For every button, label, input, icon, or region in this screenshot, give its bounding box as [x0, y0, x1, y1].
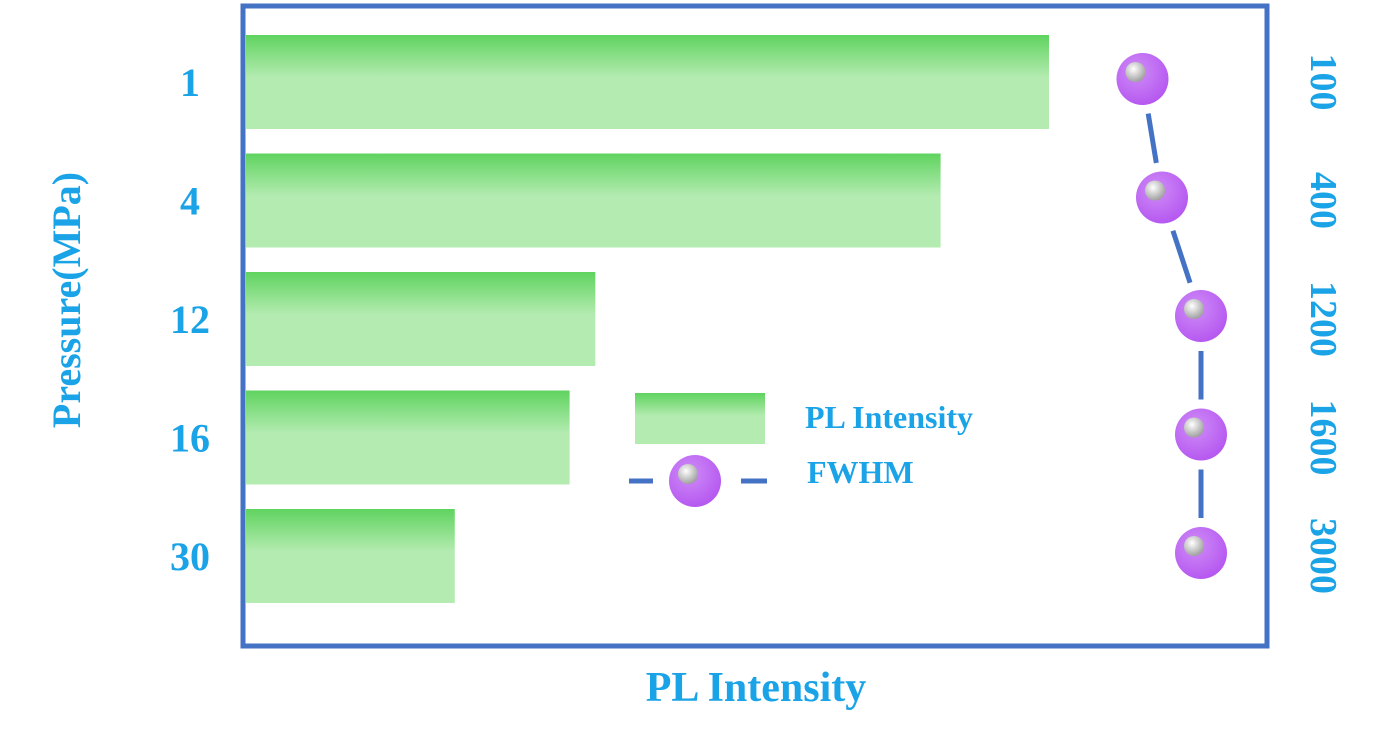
- legend-pl-label: PL Intensity: [805, 399, 973, 435]
- legend: PL Intensity FWHM: [629, 393, 973, 507]
- fwhm-point-pressure-1: [1116, 53, 1169, 105]
- plot-frame: [240, 3, 1270, 649]
- fwhm-line-segment: [1145, 113, 1159, 164]
- x-axis-label: PL Intensity: [646, 665, 867, 711]
- y-axis-label: Pressure(MPa): [44, 172, 89, 428]
- secondary-tick-label-1200: 1200: [1302, 281, 1344, 357]
- fwhm-line-segment: [1170, 229, 1193, 284]
- bar-pressure-16: [246, 390, 570, 485]
- legend-fwhm-marker: [669, 455, 721, 507]
- legend-fwhm-label: FWHM: [807, 454, 914, 490]
- tick-label-pressure-4: 4: [180, 179, 200, 224]
- secondary-tick-label-1600: 1600: [1302, 400, 1344, 476]
- tick-label-pressure-16: 16: [170, 416, 210, 461]
- fwhm-point-pressure-12: [1175, 290, 1227, 342]
- tick-label-pressure-12: 12: [170, 297, 210, 342]
- legend-pl-swatch: [635, 393, 765, 444]
- fwhm-point-pressure-16: [1175, 408, 1227, 461]
- tick-label-pressure-1: 1: [180, 60, 200, 105]
- bar-pressure-30: [246, 509, 455, 603]
- bar-pressure-1: [246, 35, 1049, 129]
- secondary-tick-label-3000: 3000: [1302, 518, 1344, 594]
- secondary-tick-label-100: 100: [1302, 54, 1344, 111]
- fwhm-point-pressure-4: [1136, 171, 1188, 224]
- fwhm-point-pressure-30: [1175, 527, 1227, 579]
- secondary-tick-label-400: 400: [1302, 172, 1344, 229]
- bar-pressure-12: [246, 272, 596, 366]
- bar-pressure-4: [246, 153, 941, 248]
- tick-label-pressure-30: 30: [170, 534, 210, 579]
